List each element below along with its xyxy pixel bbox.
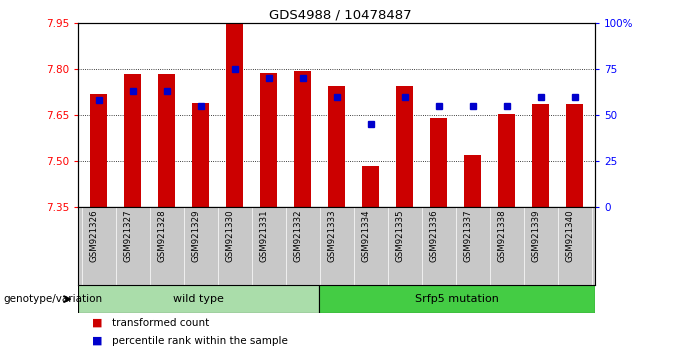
Bar	[566, 104, 583, 207]
Text: percentile rank within the sample: percentile rank within the sample	[112, 336, 288, 346]
Text: Srfp5 mutation: Srfp5 mutation	[415, 294, 499, 304]
Text: GSM921336: GSM921336	[430, 210, 439, 262]
Bar	[328, 86, 345, 207]
Text: GSM921330: GSM921330	[226, 210, 235, 262]
Text: GSM921326: GSM921326	[90, 210, 99, 262]
Text: GSM921327: GSM921327	[124, 210, 133, 262]
Bar	[124, 74, 141, 207]
Bar	[320, 285, 595, 313]
Text: GSM921339: GSM921339	[532, 210, 541, 262]
Bar	[226, 24, 243, 207]
Bar	[260, 73, 277, 207]
Bar	[464, 155, 481, 207]
Text: GSM921337: GSM921337	[464, 210, 473, 262]
Text: GDS4988 / 10478487: GDS4988 / 10478487	[269, 9, 411, 22]
Bar	[192, 103, 209, 207]
Text: transformed count: transformed count	[112, 318, 209, 328]
Bar	[294, 70, 311, 207]
Text: GSM921332: GSM921332	[294, 210, 303, 262]
Text: GSM921338: GSM921338	[498, 210, 507, 262]
Text: GSM921329: GSM921329	[192, 210, 201, 262]
Bar	[78, 285, 320, 313]
Bar	[396, 86, 413, 207]
Text: GSM921335: GSM921335	[396, 210, 405, 262]
Bar	[362, 166, 379, 207]
Text: genotype/variation: genotype/variation	[3, 294, 103, 304]
Bar	[532, 104, 549, 207]
Text: GSM921331: GSM921331	[260, 210, 269, 262]
Text: wild type: wild type	[173, 294, 224, 304]
Text: ■: ■	[92, 336, 102, 346]
Text: ■: ■	[92, 318, 102, 328]
Bar	[430, 118, 447, 207]
Bar	[158, 74, 175, 207]
Text: GSM921334: GSM921334	[362, 210, 371, 262]
Text: GSM921340: GSM921340	[566, 210, 575, 262]
Bar	[498, 114, 515, 207]
Bar	[90, 93, 107, 207]
Text: GSM921328: GSM921328	[158, 210, 167, 262]
Text: GSM921333: GSM921333	[328, 210, 337, 262]
